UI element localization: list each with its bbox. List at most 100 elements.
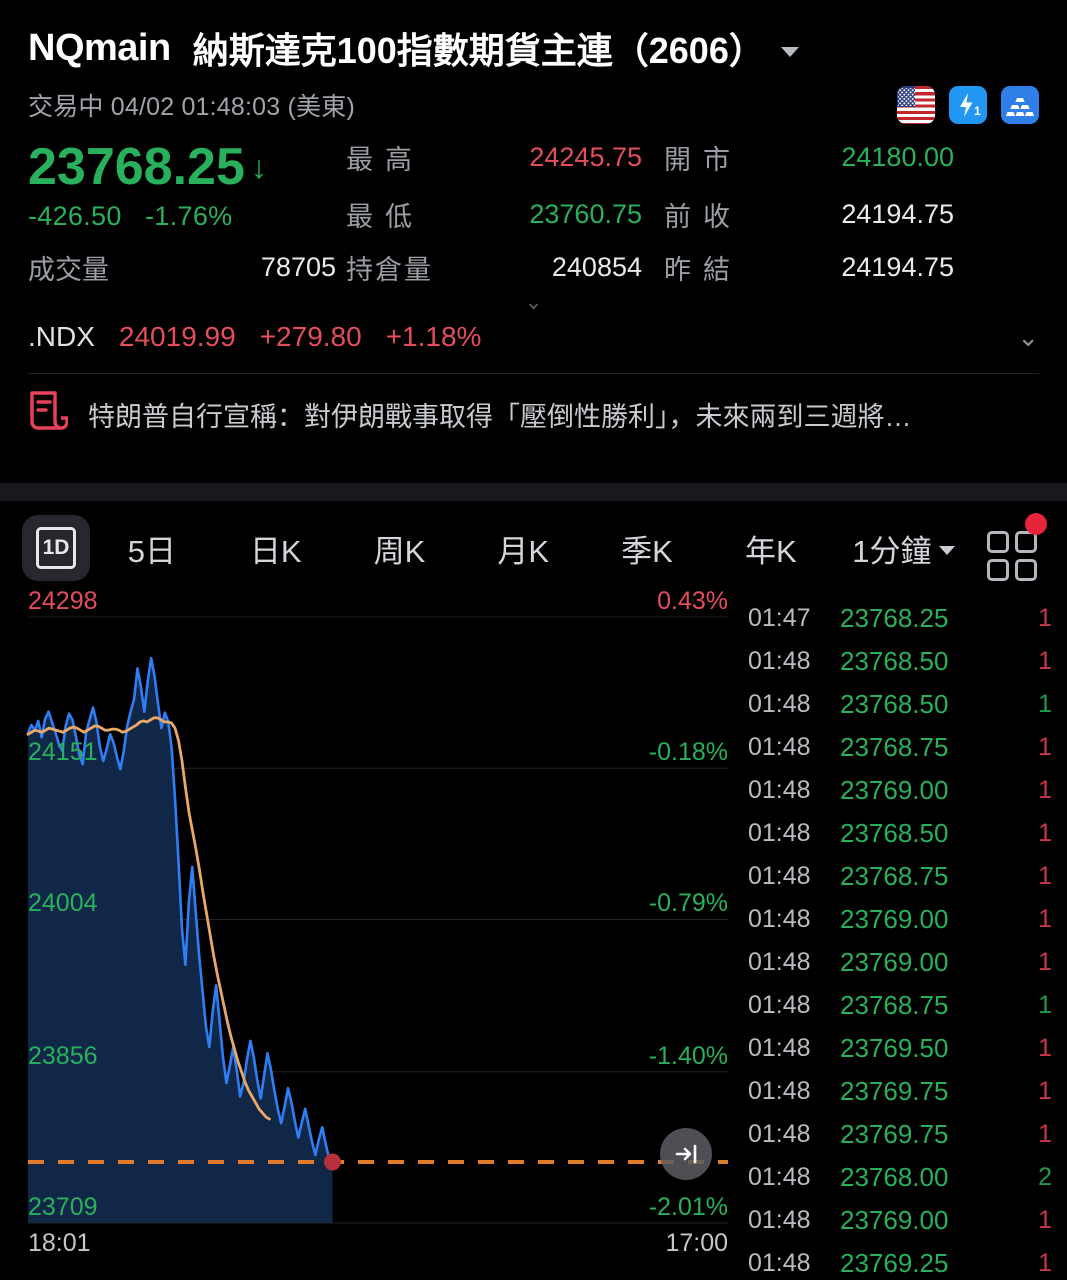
chevron-down-icon[interactable]: [780, 47, 799, 57]
tab-monthly-k[interactable]: 月K: [497, 533, 550, 569]
symbol-code: NQmain: [28, 26, 171, 69]
tab-weekly-k[interactable]: 周K: [373, 533, 426, 569]
tab-5d[interactable]: 5日: [127, 533, 177, 569]
tick-price: 23769.00: [840, 904, 949, 934]
tick-volume: 1: [1038, 604, 1052, 632]
tick-volume: 1: [1038, 690, 1052, 718]
tick-price: 23769.00: [840, 1205, 949, 1235]
title-row[interactable]: NQmain 納斯達克100指數期貨主連（2606）: [28, 22, 1039, 74]
notification-badge-dot: [1025, 513, 1048, 535]
tick-volume: 1: [1038, 776, 1052, 804]
scroll-to-latest-icon[interactable]: [660, 1128, 712, 1180]
tick-row[interactable]: 01:48 23768.50 1: [740, 683, 1067, 726]
instrument-header: NQmain 納斯達克100指數期貨主連（2606） 交易中 04/02 01:…: [0, 0, 1067, 124]
price-line: [26, 656, 334, 1164]
tick-time: 01:48: [748, 905, 811, 933]
tick-price: 23768.75: [840, 861, 949, 891]
tick-volume: 1: [1038, 862, 1052, 890]
gold-bars-icon[interactable]: [1001, 86, 1039, 124]
tick-time: 01:48: [748, 1206, 811, 1234]
tab-yearly-k[interactable]: 年K: [744, 533, 797, 569]
grid-square: [987, 531, 1010, 553]
y-axis-price-label: 24151: [28, 738, 98, 767]
last-price-value: 23768.25: [28, 138, 245, 197]
tick-row[interactable]: 01:48 23769.00 1: [740, 1199, 1067, 1242]
tab-quarterly-k[interactable]: 季K: [621, 533, 673, 569]
y-axis-percent-label: -1.40%: [648, 1041, 728, 1070]
tick-volume: 1: [1038, 1120, 1052, 1148]
index-quote-row[interactable]: .NDX 24019.99 +279.80 +1.18% ⌄: [0, 315, 1067, 353]
tick-row[interactable]: 01:48 23768.75 1: [740, 984, 1067, 1027]
tick-row[interactable]: 01:48 23769.00 1: [740, 769, 1067, 812]
tab-1d-label: 1D: [36, 527, 76, 569]
low-value: 23760.75: [529, 199, 642, 229]
tick-time: 01:48: [748, 1077, 811, 1105]
tick-volume: 1: [1038, 819, 1052, 847]
quote-row-3: 成交量 78705 持倉量 240854 昨結 24194.75: [28, 248, 1039, 287]
chart-canvas[interactable]: [0, 591, 740, 1261]
average-line: [26, 716, 271, 1121]
settle-label: 昨結: [664, 255, 742, 285]
tick-row[interactable]: 01:48 23769.75 1: [740, 1070, 1067, 1113]
tick-row[interactable]: 01:48 23769.00 1: [740, 898, 1067, 941]
grid-square: [987, 559, 1010, 581]
y-axis-price-label: 23856: [28, 1041, 98, 1070]
volume-label: 成交量: [28, 255, 109, 285]
tick-row[interactable]: 01:48 23768.75 1: [740, 855, 1067, 898]
volume-value: 78705: [260, 252, 336, 282]
tab-1d[interactable]: 1D: [22, 515, 90, 581]
current-price-marker: [324, 1153, 341, 1171]
tick-row[interactable]: 01:48 23769.75 1: [740, 1113, 1067, 1156]
index-change: +279.80: [259, 321, 362, 352]
open-label: 開市: [664, 145, 742, 175]
interval-selector[interactable]: 1分鐘: [833, 526, 975, 571]
tick-row[interactable]: 01:48 23768.75 1: [740, 726, 1067, 769]
quote-grid: 23768.25 ↓ -426.50 -1.76% 最高 24245.75 開市…: [28, 138, 1039, 234]
us-flag-icon[interactable]: [897, 86, 935, 124]
high-label: 最高: [346, 145, 424, 175]
tick-row[interactable]: 01:48 23769.50 1: [740, 1027, 1067, 1070]
settle-value: 24194.75: [841, 252, 954, 282]
tick-time: 01:48: [748, 647, 811, 675]
grid-square: [1015, 531, 1038, 553]
prev-close-value: 24194.75: [841, 199, 954, 229]
tick-row[interactable]: 01:48 23769.25 1: [740, 1242, 1067, 1280]
grid-layout-icon[interactable]: [983, 513, 1048, 581]
level1-quote-icon[interactable]: 1: [949, 86, 987, 124]
price-direction-arrow: ↓: [250, 148, 267, 185]
tick-time: 01:47: [748, 604, 811, 632]
low-label: 最低: [346, 202, 424, 232]
last-price-block: 23768.25 ↓ -426.50 -1.76%: [28, 140, 346, 232]
y-axis-percent-label: -2.01%: [648, 1193, 728, 1221]
prev-close-label: 前收: [664, 202, 742, 232]
svg-text:1: 1: [974, 104, 981, 118]
tick-time: 01:48: [748, 948, 811, 976]
trade-tick-list[interactable]: 01:47 23768.25 1 01:48 23768.50 1 01:48 23768.5…: [740, 591, 1067, 1280]
section-spacer: [0, 461, 1067, 483]
tick-row[interactable]: 01:48 23769.00 1: [740, 941, 1067, 984]
quote-panel: 23768.25 ↓ -426.50 -1.76% 最高 24245.75 開市…: [0, 124, 1067, 315]
news-banner[interactable]: 特朗普自行宣稱：對伊朗戰事取得「壓倒性勝利」，未來兩到三週將…: [0, 374, 1067, 439]
y-axis-price-label: 23709: [28, 1193, 98, 1221]
high-value: 24245.75: [529, 142, 642, 172]
tick-time: 01:48: [748, 690, 811, 718]
tick-row[interactable]: 01:47 23768.25 1: [740, 597, 1067, 640]
chevron-down-icon: [939, 545, 956, 555]
tick-volume: 1: [1038, 1206, 1052, 1234]
tick-row[interactable]: 01:48 23768.50 1: [740, 640, 1067, 683]
index-expand-chevron-icon[interactable]: ⌄: [1017, 321, 1039, 352]
tick-row[interactable]: 01:48 23768.00 2: [740, 1156, 1067, 1199]
index-change-pct: +1.18%: [385, 321, 482, 352]
tick-price: 23769.75: [840, 1119, 949, 1149]
tab-daily-k[interactable]: 日K: [249, 533, 302, 569]
intraday-chart[interactable]: [0, 591, 740, 1261]
section-band: [0, 483, 1067, 501]
news-document-icon: [28, 390, 69, 439]
tick-time: 01:48: [748, 1163, 811, 1191]
tick-row[interactable]: 01:48 23768.50 1: [740, 812, 1067, 855]
news-headline[interactable]: 特朗普自行宣稱：對伊朗戰事取得「壓倒性勝利」，未來兩到三週將…: [88, 402, 912, 432]
price-change-pct: -1.76%: [145, 200, 233, 231]
tick-price: 23768.75: [840, 990, 949, 1020]
quote-collapse-chevron-icon[interactable]: ⌄: [524, 289, 543, 314]
tick-volume: 1: [1038, 733, 1052, 761]
